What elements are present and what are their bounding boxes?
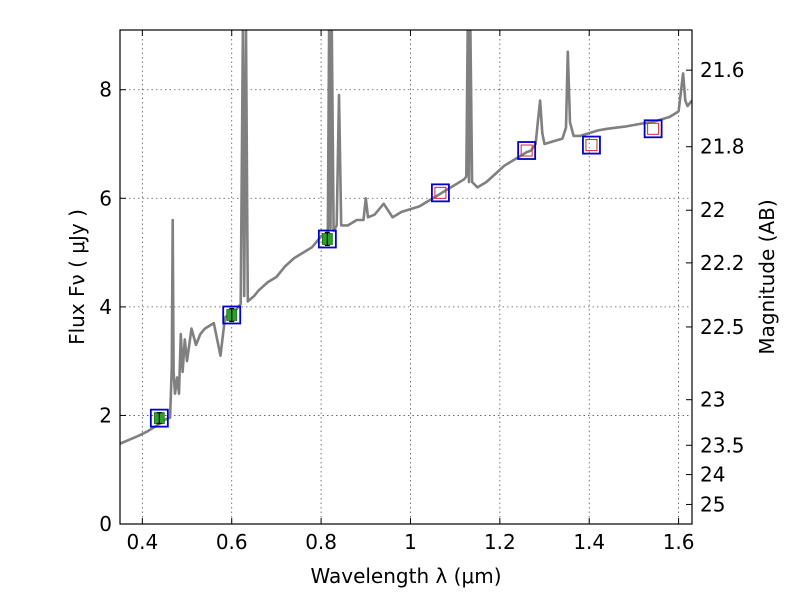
x-axis-label: Wavelength λ (μm) <box>310 564 501 588</box>
point-1.54 <box>643 119 663 139</box>
y-axis-label: Flux Fν ( μJy ) <box>65 209 89 345</box>
model-flux-box <box>517 141 537 160</box>
series-layer <box>120 30 692 445</box>
predicted-marker <box>647 122 660 135</box>
photometry-layer <box>149 119 663 428</box>
point-0.60 <box>222 305 242 325</box>
model-flux-box <box>222 305 242 325</box>
point-0.44 <box>149 408 169 428</box>
model-flux-box <box>317 229 337 249</box>
y-tick-label: 8 <box>99 78 112 102</box>
x-tick-label: 0.8 <box>305 530 337 554</box>
y-tick-label: 4 <box>99 295 112 319</box>
y2-tick-label: 23.5 <box>700 433 745 457</box>
model-flux-box <box>431 183 450 203</box>
x-tick-label: 1.6 <box>663 530 695 554</box>
tick-layer: 0.4 0.6 0.8 1 1.2 1.4 1.60246821.621.82222.222… <box>99 30 745 554</box>
point-1.07 <box>431 183 450 203</box>
y2-tick-label: 22 <box>700 198 725 222</box>
plot-frame <box>119 29 693 525</box>
x-tick-label: 0.6 <box>216 530 248 554</box>
x-tick-label: 1.2 <box>484 530 516 554</box>
spectrum-line <box>120 30 692 445</box>
y2-tick-label: 22.2 <box>700 251 745 275</box>
y2-axis-label: Magnitude (AB) <box>755 199 779 354</box>
x-tick-label: 0.4 <box>126 530 158 554</box>
y2-tick-label: 21.8 <box>700 135 745 159</box>
x-tick-label: 1 <box>404 530 417 554</box>
y2-tick-label: 25 <box>700 492 725 516</box>
y-tick-label: 0 <box>99 512 112 536</box>
x-tick-label: 1.4 <box>573 530 605 554</box>
y2-tick-label: 22.5 <box>700 315 745 339</box>
y2-tick-label: 24 <box>700 463 725 487</box>
point-1.26 <box>517 141 537 160</box>
model-flux-box <box>149 408 169 428</box>
point-1.40 <box>582 135 601 155</box>
predicted-marker <box>434 186 447 199</box>
point-0.81 <box>317 229 337 249</box>
model-flux-box <box>643 119 663 139</box>
predicted-marker <box>585 139 598 152</box>
y-tick-label: 2 <box>99 403 112 427</box>
y2-tick-label: 21.6 <box>700 58 745 82</box>
y-tick-label: 6 <box>99 186 112 210</box>
model-flux-box <box>582 135 601 155</box>
y2-tick-label: 23 <box>700 388 725 412</box>
label-layer: Wavelength λ (μm) Flux Fν ( μJy ) Magnit… <box>65 199 779 588</box>
predicted-marker <box>520 144 533 157</box>
